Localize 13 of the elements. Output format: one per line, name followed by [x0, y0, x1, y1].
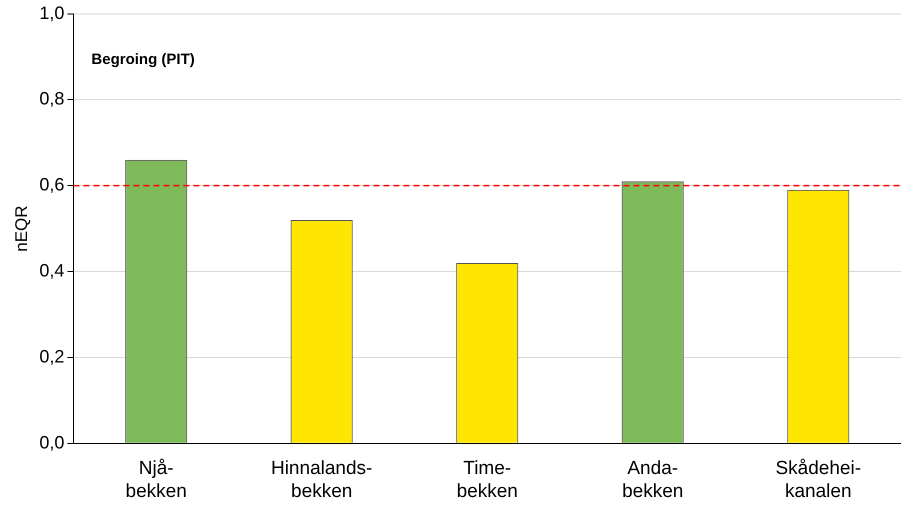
- x-tick-label: Njå- bekken: [126, 458, 187, 502]
- x-tick-label: Anda- bekken: [622, 458, 684, 502]
- y-tick-label: 0,0: [39, 432, 64, 452]
- text: Begroing (PIT): [91, 50, 195, 68]
- y-tick-label: 0,4: [39, 260, 64, 281]
- x-tick-label: Time- bekken: [456, 458, 518, 502]
- x-tick-label: Hinnalands- bekken: [270, 458, 372, 502]
- y-tick-label: 1,0: [39, 2, 64, 23]
- x-tick-label: Skådehei- kanalen: [775, 458, 862, 502]
- y-tick-label: 0,6: [39, 174, 64, 195]
- y-axis-title: nEQR: [12, 205, 31, 252]
- y-tick-label: 0,8: [39, 88, 64, 109]
- y-tick-label: 0,2: [39, 346, 64, 366]
